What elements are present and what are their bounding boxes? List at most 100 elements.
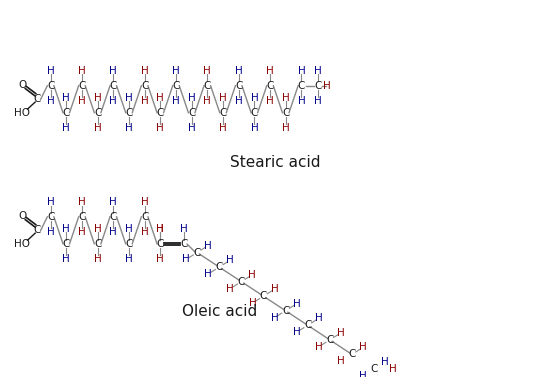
Text: C: C — [204, 81, 211, 91]
Text: C: C — [216, 262, 223, 272]
Text: HO: HO — [14, 108, 30, 118]
Text: H: H — [381, 357, 389, 367]
Text: H: H — [172, 96, 180, 106]
Text: H: H — [141, 96, 149, 106]
Text: C: C — [141, 81, 149, 91]
Text: H: H — [298, 96, 305, 106]
Text: H: H — [250, 93, 258, 103]
Text: H: H — [109, 66, 117, 76]
Text: C: C — [180, 239, 188, 249]
Text: O: O — [18, 211, 26, 221]
Text: H: H — [141, 66, 149, 76]
Text: C: C — [370, 364, 378, 374]
Text: H: H — [227, 284, 234, 294]
Text: H: H — [188, 93, 196, 103]
Text: C: C — [235, 81, 243, 91]
Text: H: H — [188, 123, 196, 133]
Text: H: H — [204, 96, 211, 106]
Text: H: H — [227, 255, 234, 265]
Text: H: H — [235, 66, 243, 76]
Text: H: H — [47, 66, 54, 76]
Text: C: C — [314, 81, 322, 91]
Text: C: C — [157, 239, 164, 249]
Text: H: H — [109, 197, 117, 207]
Text: Oleic acid: Oleic acid — [183, 304, 257, 319]
Text: C: C — [260, 291, 267, 301]
Text: H: H — [323, 81, 331, 91]
Text: C: C — [63, 108, 70, 118]
Text: H: H — [94, 93, 102, 103]
Text: Stearic acid: Stearic acid — [230, 155, 320, 170]
Text: C: C — [125, 108, 133, 118]
Text: H: H — [359, 371, 367, 377]
Text: H: H — [293, 299, 300, 309]
Text: H: H — [271, 284, 278, 294]
Text: H: H — [78, 96, 86, 106]
Text: H: H — [205, 269, 212, 279]
Text: H: H — [219, 93, 227, 103]
Text: C: C — [94, 239, 101, 249]
Text: H: H — [359, 342, 367, 352]
Text: H: H — [62, 93, 70, 103]
Text: H: H — [47, 96, 54, 106]
Text: H: H — [47, 227, 54, 237]
Text: H: H — [78, 227, 86, 237]
Text: C: C — [348, 349, 356, 359]
Text: C: C — [94, 108, 101, 118]
Text: H: H — [182, 254, 190, 264]
Text: C: C — [266, 81, 274, 91]
Text: H: H — [249, 298, 256, 308]
Text: C: C — [238, 277, 245, 287]
Text: H: H — [156, 93, 164, 103]
Text: H: H — [78, 197, 86, 207]
Text: C: C — [141, 212, 149, 222]
Text: H: H — [125, 93, 133, 103]
Text: C: C — [157, 108, 164, 118]
Text: C: C — [326, 335, 333, 345]
Text: H: H — [337, 356, 345, 366]
Text: H: H — [109, 96, 117, 106]
Text: C: C — [47, 212, 54, 222]
Text: C: C — [219, 108, 227, 118]
Text: H: H — [204, 241, 212, 251]
Text: H: H — [293, 327, 300, 337]
Text: H: H — [125, 224, 133, 234]
Text: C: C — [304, 320, 311, 330]
Text: C: C — [282, 108, 289, 118]
Text: H: H — [109, 227, 117, 237]
Text: C: C — [282, 306, 289, 316]
Text: C: C — [125, 239, 133, 249]
Text: HO: HO — [14, 239, 30, 250]
Text: H: H — [78, 66, 86, 76]
Text: C: C — [34, 225, 41, 235]
Text: H: H — [94, 254, 102, 264]
Text: H: H — [219, 123, 227, 133]
Text: O: O — [18, 80, 26, 90]
Text: H: H — [94, 224, 102, 234]
Text: H: H — [298, 66, 305, 76]
Text: H: H — [282, 93, 290, 103]
Text: H: H — [389, 364, 397, 374]
Text: C: C — [188, 108, 195, 118]
Text: H: H — [141, 197, 149, 207]
Text: H: H — [125, 254, 133, 264]
Text: H: H — [266, 96, 274, 106]
Text: H: H — [62, 224, 70, 234]
Text: H: H — [249, 270, 256, 280]
Text: H: H — [94, 123, 102, 133]
Text: H: H — [62, 254, 70, 264]
Text: H: H — [315, 342, 323, 352]
Text: C: C — [78, 212, 86, 222]
Text: H: H — [314, 66, 322, 76]
Text: H: H — [172, 66, 180, 76]
Text: H: H — [337, 328, 345, 338]
Text: H: H — [235, 96, 243, 106]
Text: H: H — [204, 66, 211, 76]
Text: C: C — [63, 239, 70, 249]
Text: H: H — [156, 254, 164, 264]
Text: H: H — [141, 227, 149, 237]
Text: H: H — [250, 123, 258, 133]
Text: H: H — [266, 66, 274, 76]
Text: H: H — [314, 96, 322, 106]
Text: C: C — [194, 248, 201, 257]
